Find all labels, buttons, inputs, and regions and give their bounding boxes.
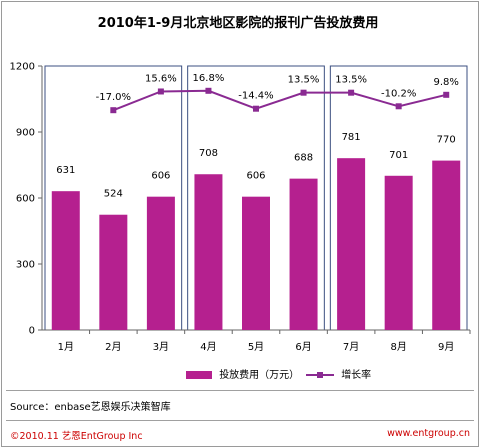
bar-value-label: 631 xyxy=(56,165,75,176)
website-url: www.entgroup.cn xyxy=(387,428,470,439)
legend-line-swatch xyxy=(306,371,334,379)
footer-divider-top xyxy=(6,390,474,391)
legend-line: 增长率 xyxy=(306,366,371,381)
growth-label: 15.6% xyxy=(145,73,177,84)
growth-label: -10.2% xyxy=(381,88,416,99)
legend-bar-swatch xyxy=(186,371,212,379)
bar-3 xyxy=(146,196,175,330)
growth-point xyxy=(300,89,307,96)
x-tick-label: 2月 xyxy=(105,341,121,353)
bar-value-label: 770 xyxy=(437,135,456,146)
y-tick-label: 900 xyxy=(16,128,35,139)
x-tick-label: 1月 xyxy=(58,341,74,353)
bar-value-label: 606 xyxy=(151,171,170,182)
bar-value-label: 708 xyxy=(199,148,218,159)
x-tick-label: 8月 xyxy=(390,341,406,353)
legend-bar-label: 投放费用（万元） xyxy=(219,370,300,381)
growth-point xyxy=(157,88,164,95)
growth-label: -14.4% xyxy=(238,91,273,102)
bar-6 xyxy=(289,178,318,330)
growth-point xyxy=(395,103,402,110)
bar-8 xyxy=(384,175,413,330)
growth-label: 13.5% xyxy=(335,75,367,86)
growth-point xyxy=(205,87,212,94)
y-tick-label: 300 xyxy=(16,260,35,271)
bar-4 xyxy=(194,174,223,330)
legend-line-label: 增长率 xyxy=(341,370,372,381)
bar-value-label: 524 xyxy=(104,189,123,200)
bar-2 xyxy=(99,214,128,330)
bar-5 xyxy=(242,196,270,330)
x-tick-label: 3月 xyxy=(153,341,169,353)
bar-value-label: 606 xyxy=(246,171,265,182)
y-tick-label: 1200 xyxy=(10,62,35,73)
x-tick-label: 4月 xyxy=(200,341,216,353)
bar-7 xyxy=(337,158,366,330)
x-tick-label: 7月 xyxy=(343,341,359,353)
footer-divider-bottom xyxy=(6,420,474,421)
legend-bar: 投放费用（万元） xyxy=(186,366,299,381)
growth-point xyxy=(348,89,355,96)
growth-line xyxy=(112,89,447,112)
source-text: Source：enbase艺恩娱乐决策智库 xyxy=(10,402,171,413)
bar-value-label: 688 xyxy=(294,153,313,164)
growth-label: 13.5% xyxy=(288,75,320,86)
growth-label: 16.8% xyxy=(193,73,225,84)
bar-9 xyxy=(432,160,461,330)
x-tick-label: 9月 xyxy=(438,341,454,353)
x-tick-label: 6月 xyxy=(295,341,311,353)
bar-value-label: 781 xyxy=(342,132,361,143)
growth-point xyxy=(110,107,117,114)
bar-value-label: 701 xyxy=(389,150,408,161)
growth-label: -17.0% xyxy=(96,92,131,103)
chart-title: 2010年1-9月北京地区影院的报刊广告投放费用 xyxy=(97,16,379,31)
y-tick-label: 0 xyxy=(29,326,35,337)
y-tick-label: 600 xyxy=(16,194,35,205)
growth-point xyxy=(443,91,450,98)
growth-point xyxy=(253,105,259,112)
x-tick-label: 5月 xyxy=(248,341,264,353)
copyright-text: ©2010.11 艺恩EntGroup Inc xyxy=(10,431,143,442)
growth-label: 9.8% xyxy=(434,77,459,88)
bar-1 xyxy=(51,191,80,330)
